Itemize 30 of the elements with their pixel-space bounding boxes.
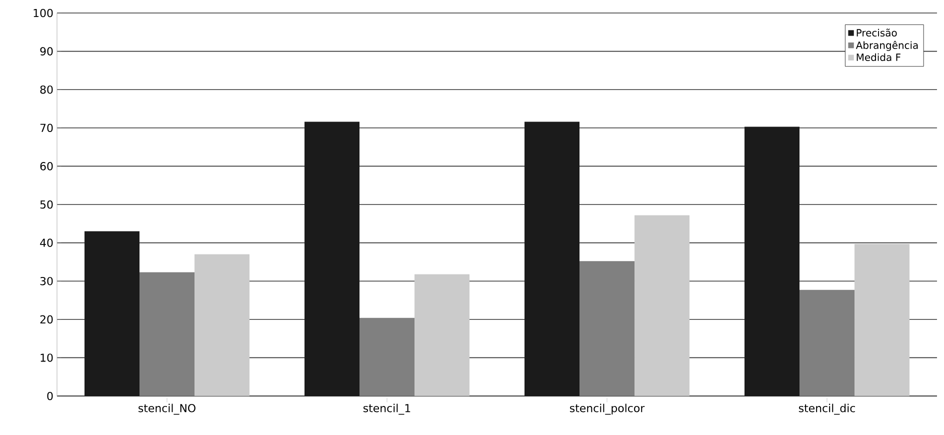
y-tick-label: 100 (34, 8, 53, 18)
y-tick-label: 30 (40, 276, 53, 286)
y-tick-label: 40 (40, 238, 53, 247)
y-tick-label: 20 (40, 315, 53, 324)
bar (634, 215, 690, 396)
y-tick-label: 90 (40, 47, 53, 56)
legend-label: Precisão (856, 28, 897, 37)
y-tick-label: 0 (47, 392, 53, 400)
x-tick-label: stencil_dic (798, 404, 855, 415)
y-tick-label: 60 (40, 162, 53, 170)
legend-label: Abrangência (856, 40, 918, 51)
bar (304, 122, 360, 396)
x-tick-label: stencil_NO (138, 404, 196, 415)
bar (194, 254, 250, 396)
legend-label: Medida F (856, 53, 900, 62)
x-tick-label: stencil_1 (363, 404, 410, 415)
bar (84, 231, 140, 396)
y-tick-label: 70 (40, 124, 53, 132)
bar (854, 244, 910, 396)
bar (414, 274, 470, 396)
bar (140, 272, 194, 396)
bar (744, 126, 800, 396)
bar (580, 261, 635, 396)
y-tick-label: 50 (40, 200, 53, 209)
bar (524, 122, 580, 396)
bar (800, 290, 855, 396)
y-tick-label: 80 (40, 85, 53, 94)
y-tick-label: 10 (40, 354, 53, 362)
bar (360, 318, 414, 396)
x-tick-label: stencil_polcor (570, 404, 645, 415)
